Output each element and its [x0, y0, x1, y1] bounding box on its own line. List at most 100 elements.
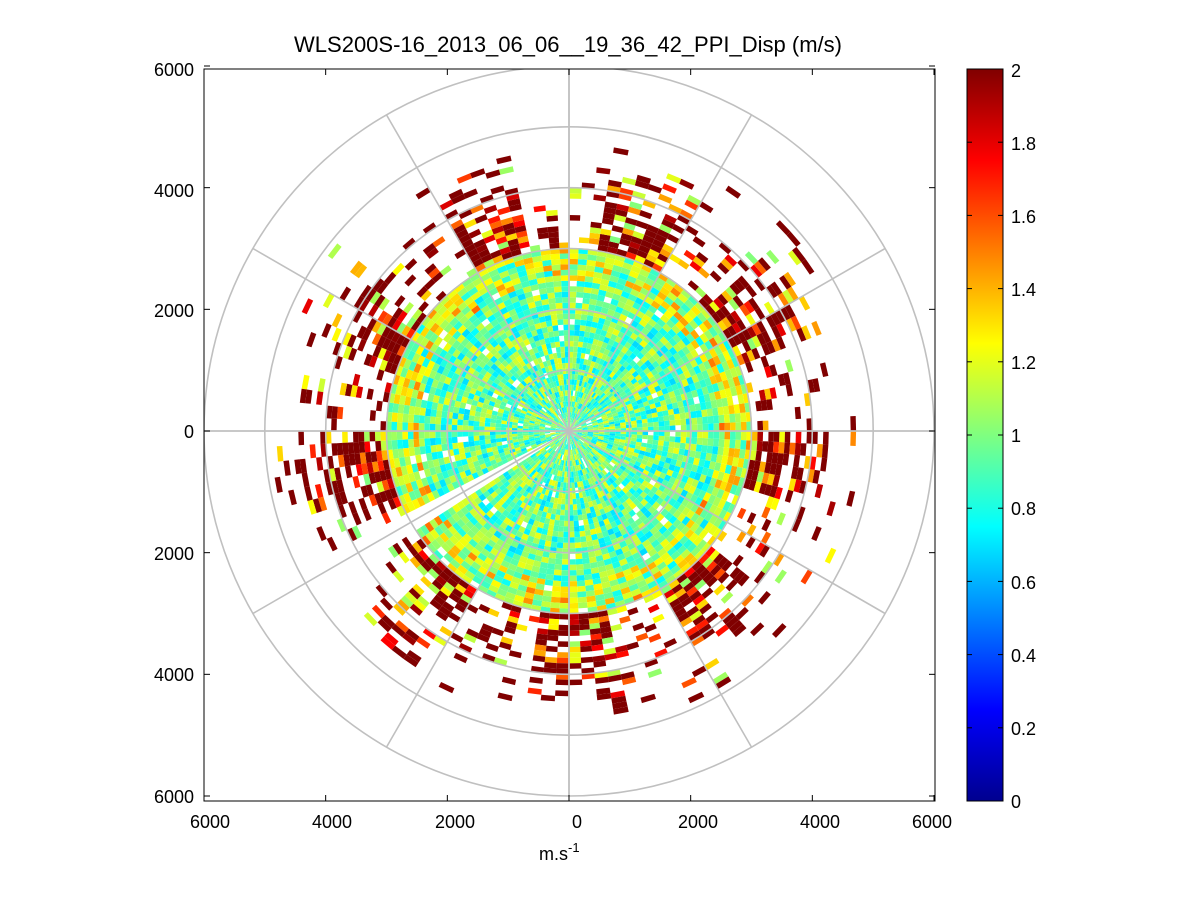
data-cell — [784, 303, 796, 318]
data-cell — [397, 475, 406, 486]
data-cell — [514, 306, 523, 314]
data-cell — [510, 480, 517, 487]
data-cell — [466, 248, 479, 259]
data-cell — [668, 441, 675, 448]
data-cell — [668, 598, 681, 609]
data-cell — [784, 359, 794, 373]
data-cell — [648, 498, 656, 506]
data-cell — [343, 454, 351, 467]
data-cell — [494, 367, 503, 375]
data-cell — [695, 336, 705, 347]
data-cell — [518, 525, 526, 534]
data-cell — [574, 436, 579, 441]
data-cell — [411, 463, 419, 473]
data-cell — [697, 431, 703, 438]
data-cell — [691, 479, 700, 488]
data-cell — [599, 570, 608, 578]
data-cell — [625, 505, 633, 513]
data-cell — [425, 319, 436, 330]
data-cell — [574, 442, 578, 449]
data-cell — [432, 549, 444, 561]
data-cell — [402, 431, 408, 440]
data-cell — [713, 517, 723, 528]
data-cell — [595, 300, 604, 307]
data-cell — [584, 325, 592, 333]
data-cell — [637, 453, 645, 460]
data-cell — [723, 439, 730, 448]
data-cell — [603, 434, 610, 438]
data-cell — [331, 418, 337, 431]
data-cell — [418, 431, 425, 439]
data-cell — [597, 450, 604, 455]
data-cell — [583, 287, 592, 294]
data-cell — [558, 465, 562, 471]
data-cell — [792, 246, 806, 263]
data-cell — [564, 390, 568, 396]
data-cell — [523, 308, 531, 317]
data-cell — [572, 407, 576, 413]
data-cell — [431, 312, 442, 323]
data-cell — [717, 320, 728, 332]
data-cell — [458, 208, 473, 220]
data-cell — [786, 286, 799, 302]
data-cell — [681, 677, 697, 689]
data-cell — [685, 333, 695, 343]
data-cell — [524, 384, 531, 391]
data-cell — [621, 393, 628, 400]
data-cell — [737, 573, 750, 587]
data-cell — [524, 350, 531, 358]
data-cell — [581, 433, 588, 436]
data-cell — [420, 524, 430, 536]
data-cell — [618, 372, 625, 379]
data-cell — [659, 455, 667, 463]
data-cell — [557, 357, 562, 364]
data-cell — [598, 335, 606, 342]
data-cell — [649, 452, 656, 459]
data-cell — [496, 327, 506, 336]
data-cell — [676, 307, 687, 317]
data-cell — [462, 431, 469, 437]
data-cell — [522, 469, 529, 476]
data-cell — [587, 478, 593, 485]
data-cell — [612, 495, 619, 502]
data-cell — [530, 329, 538, 337]
data-cell — [458, 642, 473, 654]
data-cell — [534, 485, 541, 492]
data-cell — [609, 483, 616, 491]
data-cell — [496, 395, 504, 402]
azimuth-spoke — [568, 430, 753, 748]
data-cell — [561, 493, 566, 499]
data-cell — [542, 265, 553, 272]
data-cell — [587, 472, 593, 479]
data-cell — [615, 499, 622, 507]
data-cell — [550, 428, 556, 430]
data-cell — [676, 330, 686, 340]
data-cell — [413, 599, 427, 612]
data-cell — [570, 395, 573, 402]
data-cell — [552, 275, 562, 282]
data-cell — [425, 445, 432, 454]
data-cell — [601, 441, 608, 446]
data-cell — [592, 539, 600, 546]
data-cell — [620, 433, 627, 437]
data-cell — [557, 441, 562, 447]
data-cell — [392, 496, 402, 508]
data-cell — [582, 557, 590, 565]
data-cell — [480, 412, 487, 418]
data-cell — [729, 620, 743, 633]
data-cell — [726, 456, 734, 466]
data-cell — [585, 507, 591, 514]
data-cell — [695, 410, 703, 418]
data-cell — [737, 275, 750, 289]
data-cell — [575, 492, 580, 499]
data-cell — [609, 435, 615, 439]
data-cell — [578, 336, 584, 343]
data-cell — [618, 295, 628, 304]
data-cell — [535, 638, 547, 646]
data-cell — [617, 576, 627, 585]
data-cell — [543, 667, 557, 674]
data-cell — [453, 297, 465, 308]
data-cell — [584, 407, 589, 413]
data-cell — [539, 462, 545, 469]
data-cell — [642, 422, 648, 428]
